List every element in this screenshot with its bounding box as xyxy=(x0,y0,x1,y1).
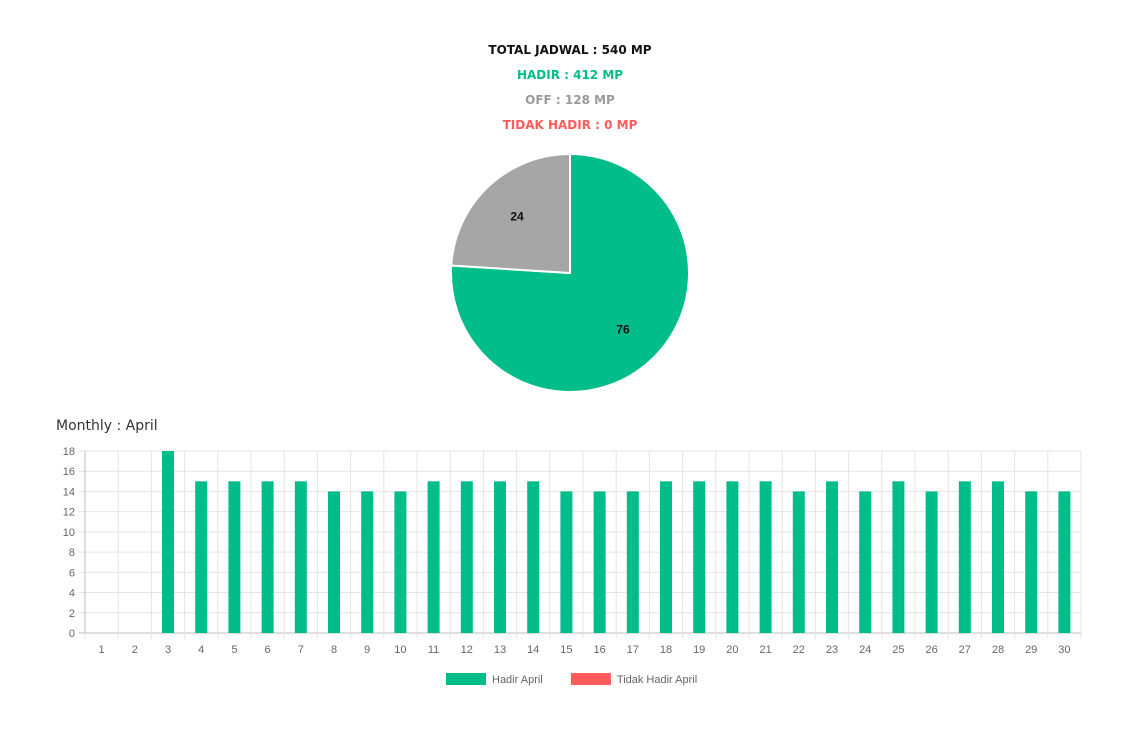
y-tick-label: 14 xyxy=(63,486,75,498)
x-tick-label: 29 xyxy=(1025,644,1037,656)
bar xyxy=(925,491,938,633)
x-tick-label: 4 xyxy=(198,644,204,656)
legend-swatch xyxy=(570,673,611,685)
bar xyxy=(460,481,473,633)
bar xyxy=(261,481,274,633)
bar xyxy=(826,481,838,633)
y-tick-label: 16 xyxy=(63,466,75,478)
y-tick-label: 4 xyxy=(69,588,75,600)
x-tick-label: 2 xyxy=(132,644,138,656)
y-tick-label: 10 xyxy=(63,527,75,539)
bar xyxy=(759,481,772,633)
pie-chart: 76 24 xyxy=(450,152,690,393)
x-tick-label: 21 xyxy=(759,644,771,656)
x-tick-label: 27 xyxy=(959,644,971,656)
x-tick-label: 16 xyxy=(593,644,605,656)
x-tick-label: 23 xyxy=(826,644,838,656)
y-tick-label: 6 xyxy=(69,567,75,579)
x-tick-label: 28 xyxy=(992,644,1004,656)
x-tick-label: 13 xyxy=(494,644,506,656)
x-tick-label: 17 xyxy=(627,644,639,656)
y-tick-label: 2 xyxy=(69,608,75,620)
monthly-title: Monthly : April xyxy=(56,418,158,434)
x-tick-label: 10 xyxy=(394,644,406,656)
y-tick-label: 8 xyxy=(69,547,75,559)
bar xyxy=(162,451,174,633)
x-tick-label: 9 xyxy=(364,644,370,656)
y-tick-label: 0 xyxy=(69,628,75,640)
bar xyxy=(1025,491,1038,633)
bar xyxy=(527,481,540,633)
y-tick-label: 12 xyxy=(63,507,75,519)
bar xyxy=(726,481,739,633)
x-tick-label: 15 xyxy=(560,644,572,656)
y-tick-label: 18 xyxy=(63,446,75,458)
x-tick-label: 30 xyxy=(1058,644,1070,656)
bar xyxy=(328,491,340,633)
bar xyxy=(693,481,706,633)
pie-slice-label: 24 xyxy=(510,210,524,224)
tidak-hadir-label: TIDAK HADIR : 0 MP xyxy=(502,118,638,132)
x-tick-label: 22 xyxy=(793,644,805,656)
off-label: OFF : 128 MP xyxy=(525,93,615,107)
bar xyxy=(593,491,606,633)
x-tick-label: 1 xyxy=(99,644,105,656)
x-tick-label: 11 xyxy=(428,644,439,656)
x-tick-label: 14 xyxy=(527,644,539,656)
x-tick-label: 8 xyxy=(331,644,337,656)
bar xyxy=(560,491,573,633)
x-tick-label: 24 xyxy=(859,644,871,656)
bar xyxy=(660,481,672,633)
bar xyxy=(892,481,905,633)
total-jadwal-label: TOTAL JADWAL : 540 MP xyxy=(488,43,652,57)
bar xyxy=(294,481,307,633)
bar xyxy=(958,481,971,633)
bar xyxy=(228,481,241,633)
x-tick-label: 25 xyxy=(892,644,904,656)
pie-slice xyxy=(450,152,571,275)
pie-slice-label: 76 xyxy=(616,322,630,336)
x-tick-label: 12 xyxy=(461,644,473,656)
bar xyxy=(394,491,407,633)
x-tick-label: 3 xyxy=(165,644,171,656)
legend-label: Hadir April xyxy=(492,674,543,686)
bar xyxy=(195,481,208,633)
x-tick-label: 20 xyxy=(726,644,738,656)
x-tick-label: 26 xyxy=(925,644,937,656)
legend-swatch xyxy=(446,673,486,685)
x-tick-label: 18 xyxy=(660,644,672,656)
bar xyxy=(1058,491,1071,633)
bar-legend: Hadir April Tidak Hadir April xyxy=(446,673,697,686)
legend-label: Tidak Hadir April xyxy=(617,674,697,686)
x-tick-label: 19 xyxy=(693,644,705,656)
hadir-label: HADIR : 412 MP xyxy=(516,68,624,82)
x-tick-label: 5 xyxy=(231,644,237,656)
bar xyxy=(859,491,872,633)
bar xyxy=(626,491,639,633)
bar xyxy=(494,481,506,633)
bar xyxy=(992,481,1004,633)
x-tick-label: 6 xyxy=(265,644,271,656)
bar xyxy=(427,481,440,633)
bar xyxy=(792,491,805,633)
x-tick-label: 7 xyxy=(298,644,304,656)
pie-slice xyxy=(450,152,690,393)
bar xyxy=(361,491,374,633)
